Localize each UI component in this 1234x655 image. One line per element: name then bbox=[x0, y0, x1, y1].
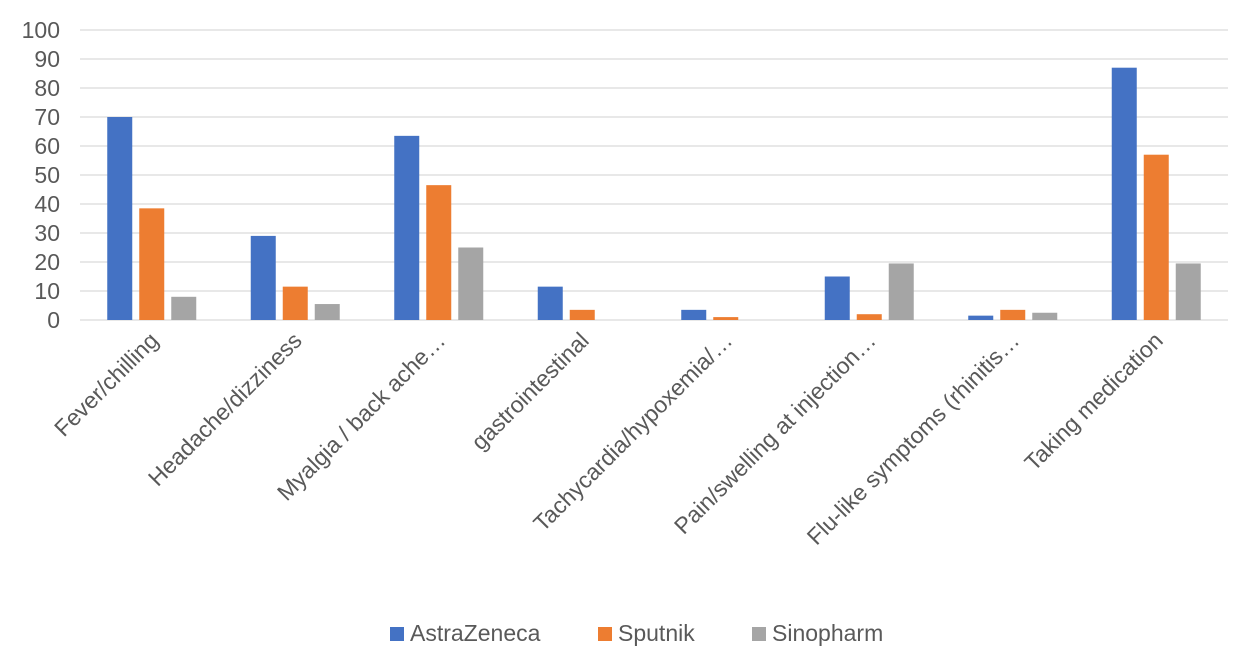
y-tick-label: 60 bbox=[34, 133, 60, 159]
bar-sinopharm-7 bbox=[1175, 263, 1201, 320]
bar-astrazeneca-7 bbox=[1111, 67, 1137, 320]
bar-sputnik-5 bbox=[856, 314, 882, 320]
bar-sputnik-6 bbox=[1000, 309, 1026, 320]
bar-sputnik-7 bbox=[1143, 154, 1169, 320]
legend-label-astrazeneca: AstraZeneca bbox=[410, 620, 541, 646]
bar-sputnik-3 bbox=[569, 309, 595, 320]
bar-astrazeneca-3 bbox=[537, 286, 563, 320]
bar-sinopharm-6 bbox=[1032, 312, 1058, 320]
bars bbox=[107, 67, 1201, 320]
y-tick-label: 100 bbox=[22, 17, 60, 43]
bar-astrazeneca-5 bbox=[824, 276, 850, 320]
y-tick-label: 80 bbox=[34, 75, 60, 101]
y-tick-label: 50 bbox=[34, 162, 60, 188]
legend-label-sputnik: Sputnik bbox=[618, 620, 695, 646]
y-axis-ticks: 0 10 20 30 40 50 60 70 80 90 100 bbox=[22, 17, 60, 333]
x-category-label: Taking medication bbox=[1019, 327, 1168, 476]
bar-astrazeneca-4 bbox=[681, 309, 707, 320]
bar-sinopharm-1 bbox=[314, 304, 340, 320]
y-tick-label: 40 bbox=[34, 191, 60, 217]
legend-swatch-sinopharm bbox=[752, 627, 766, 641]
bar-sputnik-4 bbox=[713, 317, 739, 320]
legend-swatch-astrazeneca bbox=[390, 627, 404, 641]
legend: AstraZeneca Sputnik Sinopharm bbox=[390, 620, 883, 646]
y-tick-label: 30 bbox=[34, 220, 60, 246]
bar-sputnik-0 bbox=[139, 208, 165, 320]
bar-astrazeneca-1 bbox=[250, 235, 276, 320]
x-category-label: gastrointestinal bbox=[466, 327, 594, 455]
bar-sinopharm-5 bbox=[888, 263, 914, 320]
bar-astrazeneca-0 bbox=[107, 117, 133, 320]
bar-astrazeneca-6 bbox=[968, 315, 994, 320]
bar-sputnik-2 bbox=[426, 185, 452, 320]
x-axis-labels: Fever/chillingHeadache/dizzinessMyalgia … bbox=[49, 327, 1168, 550]
bar-sinopharm-0 bbox=[171, 296, 197, 320]
legend-label-sinopharm: Sinopharm bbox=[772, 620, 883, 646]
x-category-label: Myalgia / back ache… bbox=[272, 327, 450, 505]
y-tick-label: 10 bbox=[34, 278, 60, 304]
x-category-label: Headache/dizziness bbox=[143, 327, 307, 491]
bar-sinopharm-2 bbox=[458, 247, 484, 320]
bar-sputnik-1 bbox=[282, 286, 308, 320]
y-tick-label: 70 bbox=[34, 104, 60, 130]
y-tick-label: 0 bbox=[47, 307, 60, 333]
legend-swatch-sputnik bbox=[598, 627, 612, 641]
y-tick-label: 90 bbox=[34, 46, 60, 72]
x-category-label: Fever/chilling bbox=[49, 327, 163, 441]
y-tick-label: 20 bbox=[34, 249, 60, 275]
bar-astrazeneca-2 bbox=[394, 135, 420, 320]
